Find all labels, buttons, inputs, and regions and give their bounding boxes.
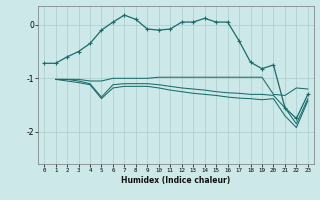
X-axis label: Humidex (Indice chaleur): Humidex (Indice chaleur) [121,176,231,185]
